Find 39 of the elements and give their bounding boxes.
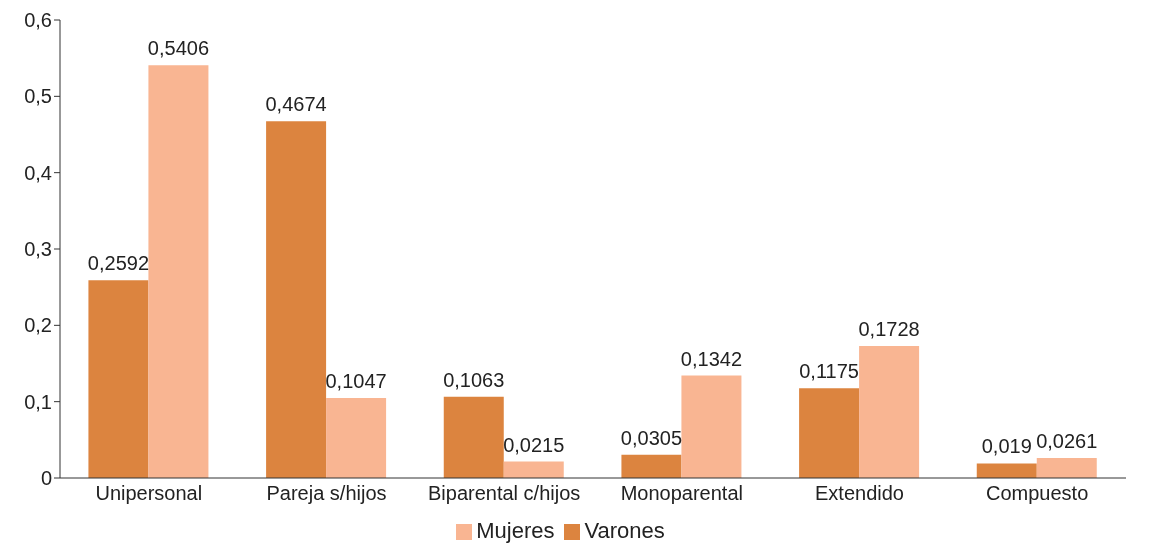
bar <box>681 375 742 478</box>
bar <box>799 388 860 478</box>
data-label: 0,019 <box>981 435 1032 458</box>
y-tick-label: 0,5 <box>24 85 52 108</box>
data-label: 0,0305 <box>620 426 683 449</box>
x-tick-label: Compuesto <box>986 482 1089 505</box>
bar <box>976 463 1037 478</box>
legend-label: Varones <box>584 518 665 543</box>
bar <box>443 396 504 478</box>
y-tick-label: 0,2 <box>24 314 52 337</box>
bar <box>621 454 682 478</box>
data-label: 0,4674 <box>265 93 327 116</box>
data-label: 0,1047 <box>325 370 387 393</box>
bar <box>326 398 387 478</box>
x-tick-label: Biparental c/hijos <box>428 482 581 505</box>
bar <box>1036 458 1097 478</box>
bar <box>266 121 327 478</box>
x-tick-label: Extendido <box>815 482 904 505</box>
data-label: 0,1063 <box>443 368 505 391</box>
y-tick-label: 0,4 <box>24 161 52 184</box>
data-label: 0,1342 <box>680 347 743 370</box>
y-tick-label: 0,1 <box>24 390 52 413</box>
data-label: 0,0215 <box>503 433 565 456</box>
y-tick-label: 0,3 <box>24 238 52 261</box>
bar <box>859 346 920 478</box>
bar <box>148 65 209 478</box>
data-label: 0,0261 <box>1036 430 1098 453</box>
data-label: 0,2592 <box>87 252 150 275</box>
x-tick-label: Monoparental <box>620 482 743 505</box>
data-label: 0,1728 <box>858 318 920 341</box>
bar <box>88 280 149 478</box>
x-tick-label: Pareja s/hijos <box>266 482 387 505</box>
y-tick-label: 0,6 <box>24 9 52 32</box>
bar <box>503 461 564 478</box>
data-label: 0,5406 <box>147 37 210 60</box>
y-tick-label: 0 <box>40 467 52 490</box>
x-tick-label: Unipersonal <box>95 482 203 505</box>
data-label: 0,1175 <box>799 360 859 383</box>
legend-label: Mujeres <box>476 518 555 543</box>
